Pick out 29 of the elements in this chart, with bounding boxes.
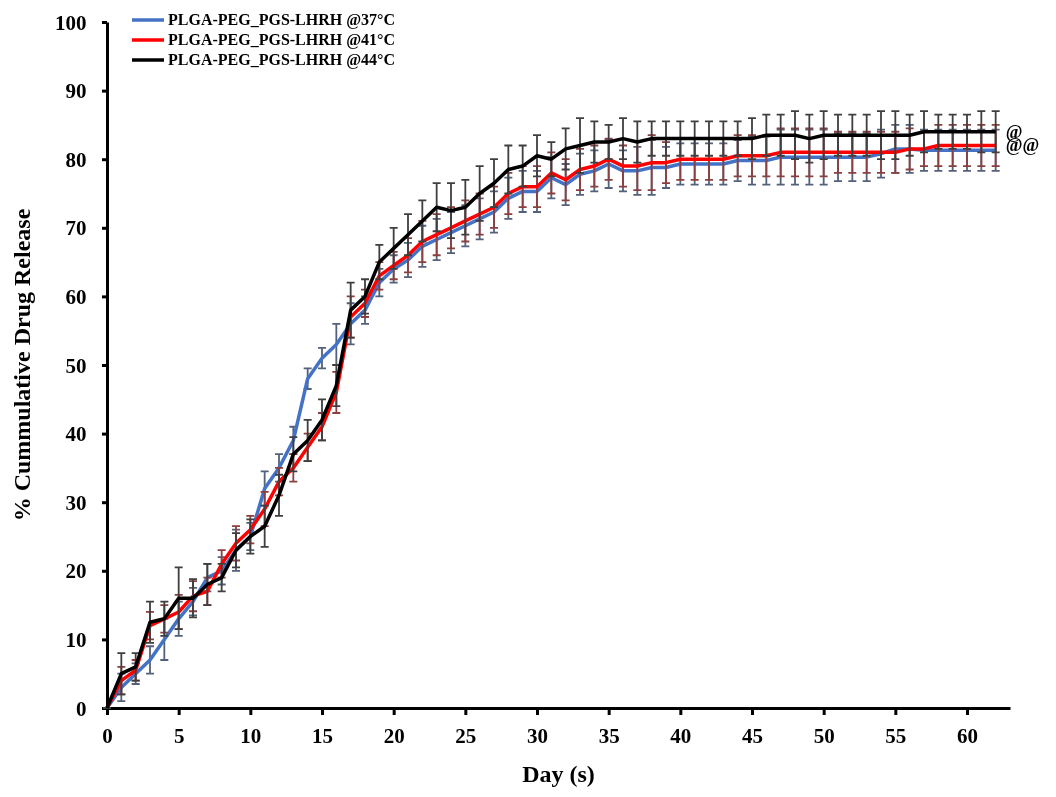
y-tick-label: 20 xyxy=(65,559,87,584)
y-tick-label: 70 xyxy=(65,216,87,241)
y-tick-label: 0 xyxy=(75,696,87,721)
x-tick-label: 25 xyxy=(455,724,477,749)
x-tick-label: 40 xyxy=(670,724,692,749)
x-tick-label: 15 xyxy=(312,724,333,749)
x-tick-label: 0 xyxy=(102,724,113,749)
x-tick-label: 45 xyxy=(742,724,763,749)
x-tick-label: 55 xyxy=(885,724,907,749)
y-tick-label: 60 xyxy=(65,284,87,309)
y-tick-label: 100 xyxy=(54,10,87,35)
x-tick-label: 60 xyxy=(957,724,978,749)
x-tick-label: 50 xyxy=(813,724,835,749)
x-tick-label: 20 xyxy=(383,724,405,749)
y-tick-label: 40 xyxy=(65,422,87,447)
legend-label: PLGA-PEG_PGS-LHRH @41°C xyxy=(168,31,396,49)
x-tick-label: 10 xyxy=(240,724,262,749)
y-axis-title: % Cummulative Drug Release xyxy=(9,208,35,522)
y-tick-label: 30 xyxy=(65,490,87,515)
y-tick-label: 90 xyxy=(65,79,87,104)
y-tick-label: 10 xyxy=(65,627,87,652)
legend-label: PLGA-PEG_PGS-LHRH @37°C xyxy=(168,11,396,29)
x-tick-label: 5 xyxy=(173,724,185,749)
x-axis-title: Day (s) xyxy=(522,761,595,787)
x-tick-label: 30 xyxy=(527,724,548,749)
y-tick-label: 50 xyxy=(65,353,87,378)
x-tick-label: 35 xyxy=(598,724,620,749)
legend-label: PLGA-PEG_PGS-LHRH @44°C xyxy=(168,51,396,69)
y-tick-label: 80 xyxy=(65,147,87,172)
